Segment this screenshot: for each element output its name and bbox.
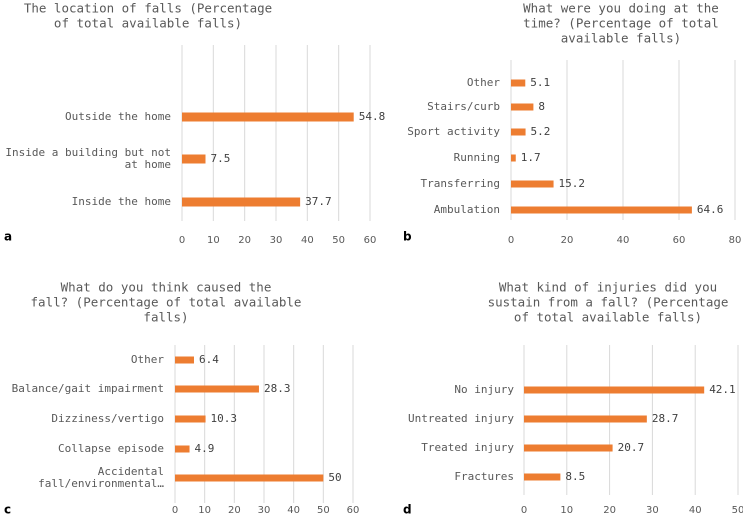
chart-b-tick-label: 80	[729, 235, 742, 246]
chart-d-tick-label: 20	[603, 505, 616, 515]
chart-c-tick-label: 30	[258, 505, 271, 515]
chart-b-category-label: Ambulation	[434, 203, 500, 216]
chart-c-data-label: 50	[328, 471, 341, 484]
chart-a-category-label: Inside a building but not	[5, 146, 171, 159]
chart-c-category-label: fall/environmental…	[38, 477, 164, 490]
chart-d-category-label: Treated injury	[421, 441, 514, 454]
chart-c-tick-label: 10	[198, 505, 211, 515]
chart-b-bar	[511, 79, 526, 87]
chart-d-data-label: 20.7	[618, 441, 645, 454]
chart-d-category-label: Fractures	[454, 470, 514, 483]
chart-a-bar	[182, 112, 354, 122]
chart-c-category-label: Dizziness/vertigo	[51, 412, 164, 425]
chart-a-title-line: The location of falls (Percentage	[24, 1, 272, 16]
chart-a-tick-label: 0	[179, 235, 185, 246]
chart-b-title-line: time? (Percentage of total	[523, 16, 719, 31]
chart-b-data-label: 5.2	[531, 125, 551, 138]
chart-d-bar	[524, 444, 613, 452]
chart-c-title-line: fall? (Percentage of total available	[31, 295, 302, 310]
chart-d-tick-label: 10	[560, 505, 573, 515]
chart-b-title-line: What were you doing at the	[523, 1, 719, 16]
chart-c-data-label: 28.3	[264, 382, 291, 395]
chart-c-category-label: Balance/gait impairment	[12, 382, 164, 395]
chart-d-data-label: 42.1	[709, 383, 736, 396]
chart-a-data-label: 37.7	[305, 195, 332, 208]
chart-b-data-label: 1.7	[521, 151, 541, 164]
chart-c-data-label: 4.9	[195, 442, 215, 455]
chart-c-category-label: Accidental	[98, 465, 164, 478]
chart-a-tick-label: 10	[207, 235, 220, 246]
chart-d-title-line: of total available falls)	[514, 310, 702, 325]
chart-b-bar	[511, 206, 692, 214]
chart-b-tick-label: 40	[617, 235, 630, 246]
chart-b-panel-label: b	[403, 230, 412, 244]
chart-d-data-label: 28.7	[652, 412, 679, 425]
chart-c-tick-label: 50	[317, 505, 330, 515]
chart-d-category-label: Untreated injury	[408, 412, 514, 425]
chart-a-data-label: 54.8	[359, 110, 386, 123]
chart-a-tick-label: 60	[364, 235, 377, 246]
chart-a-panel-label: a	[4, 230, 12, 244]
chart-d-title-line: sustain from a fall? (Percentage	[488, 295, 729, 310]
chart-d-bar	[524, 473, 561, 481]
chart-d-bar	[524, 386, 705, 394]
chart-c-tick-label: 40	[287, 505, 300, 515]
chart-a-tick-label: 40	[301, 235, 314, 246]
chart-a-bar	[182, 197, 301, 207]
chart-c-title-line: What do you think caused the	[61, 280, 272, 295]
chart-c-panel-label: c	[4, 503, 11, 515]
chart-b-title-line: available falls)	[561, 31, 681, 46]
chart-a-tick-label: 50	[332, 235, 345, 246]
chart-a-tick-label: 20	[238, 235, 251, 246]
chart-d-tick-label: 30	[646, 505, 659, 515]
chart-d-tick-label: 50	[732, 505, 743, 515]
chart-a-category-label: Outside the home	[65, 110, 171, 123]
chart-c-bar	[175, 385, 259, 393]
chart-b-category-label: Other	[467, 76, 500, 89]
chart-d-data-label: 8.5	[565, 470, 585, 483]
chart-d-title-line: What kind of injuries did you	[499, 280, 717, 295]
chart-a-category-label: at home	[125, 158, 171, 171]
chart-b-bar	[511, 180, 554, 188]
chart-c-category-label: Other	[131, 353, 164, 366]
chart-c-category-label: Collapse episode	[58, 442, 164, 455]
chart-a-data-label: 7.5	[211, 152, 231, 165]
chart-c-data-label: 6.4	[199, 353, 219, 366]
chart-c-bar	[175, 356, 194, 364]
chart-a-bar	[182, 154, 206, 164]
chart-a-category-label: Inside the home	[72, 195, 171, 208]
chart-c-data-label: 10.3	[211, 412, 238, 425]
chart-c-tick-label: 60	[347, 505, 360, 515]
chart-c-bar	[175, 474, 324, 482]
chart-c-tick-label: 0	[172, 505, 178, 515]
chart-b-bar	[511, 128, 526, 136]
chart-b-category-label: Transferring	[421, 177, 500, 190]
chart-b-tick-label: 0	[508, 235, 514, 246]
chart-d-category-label: No injury	[454, 383, 514, 396]
chart-c-title-line: falls)	[143, 310, 188, 325]
chart-b-data-label: 15.2	[559, 177, 586, 190]
chart-a-tick-label: 30	[270, 235, 283, 246]
chart-b-data-label: 5.1	[530, 76, 550, 89]
chart-b-category-label: Sport activity	[407, 125, 500, 138]
chart-d-tick-label: 0	[521, 505, 527, 515]
chart-b-bar	[511, 103, 534, 111]
chart-d-tick-label: 40	[689, 505, 702, 515]
chart-b-tick-label: 20	[561, 235, 574, 246]
chart-b-data-label: 8	[538, 100, 545, 113]
chart-b-category-label: Running	[454, 151, 500, 164]
chart-b-category-label: Stairs/curb	[427, 100, 500, 113]
chart-d-panel-label: d	[403, 503, 412, 515]
chart-b-bar	[511, 154, 516, 162]
chart-c-bar	[175, 445, 190, 453]
chart-c-bar	[175, 415, 206, 423]
chart-d-bar	[524, 415, 647, 423]
chart-a-title-line: of total available falls)	[54, 16, 242, 31]
chart-b-tick-label: 60	[673, 235, 686, 246]
chart-b-data-label: 64.6	[697, 203, 724, 216]
chart-c-tick-label: 20	[228, 505, 241, 515]
